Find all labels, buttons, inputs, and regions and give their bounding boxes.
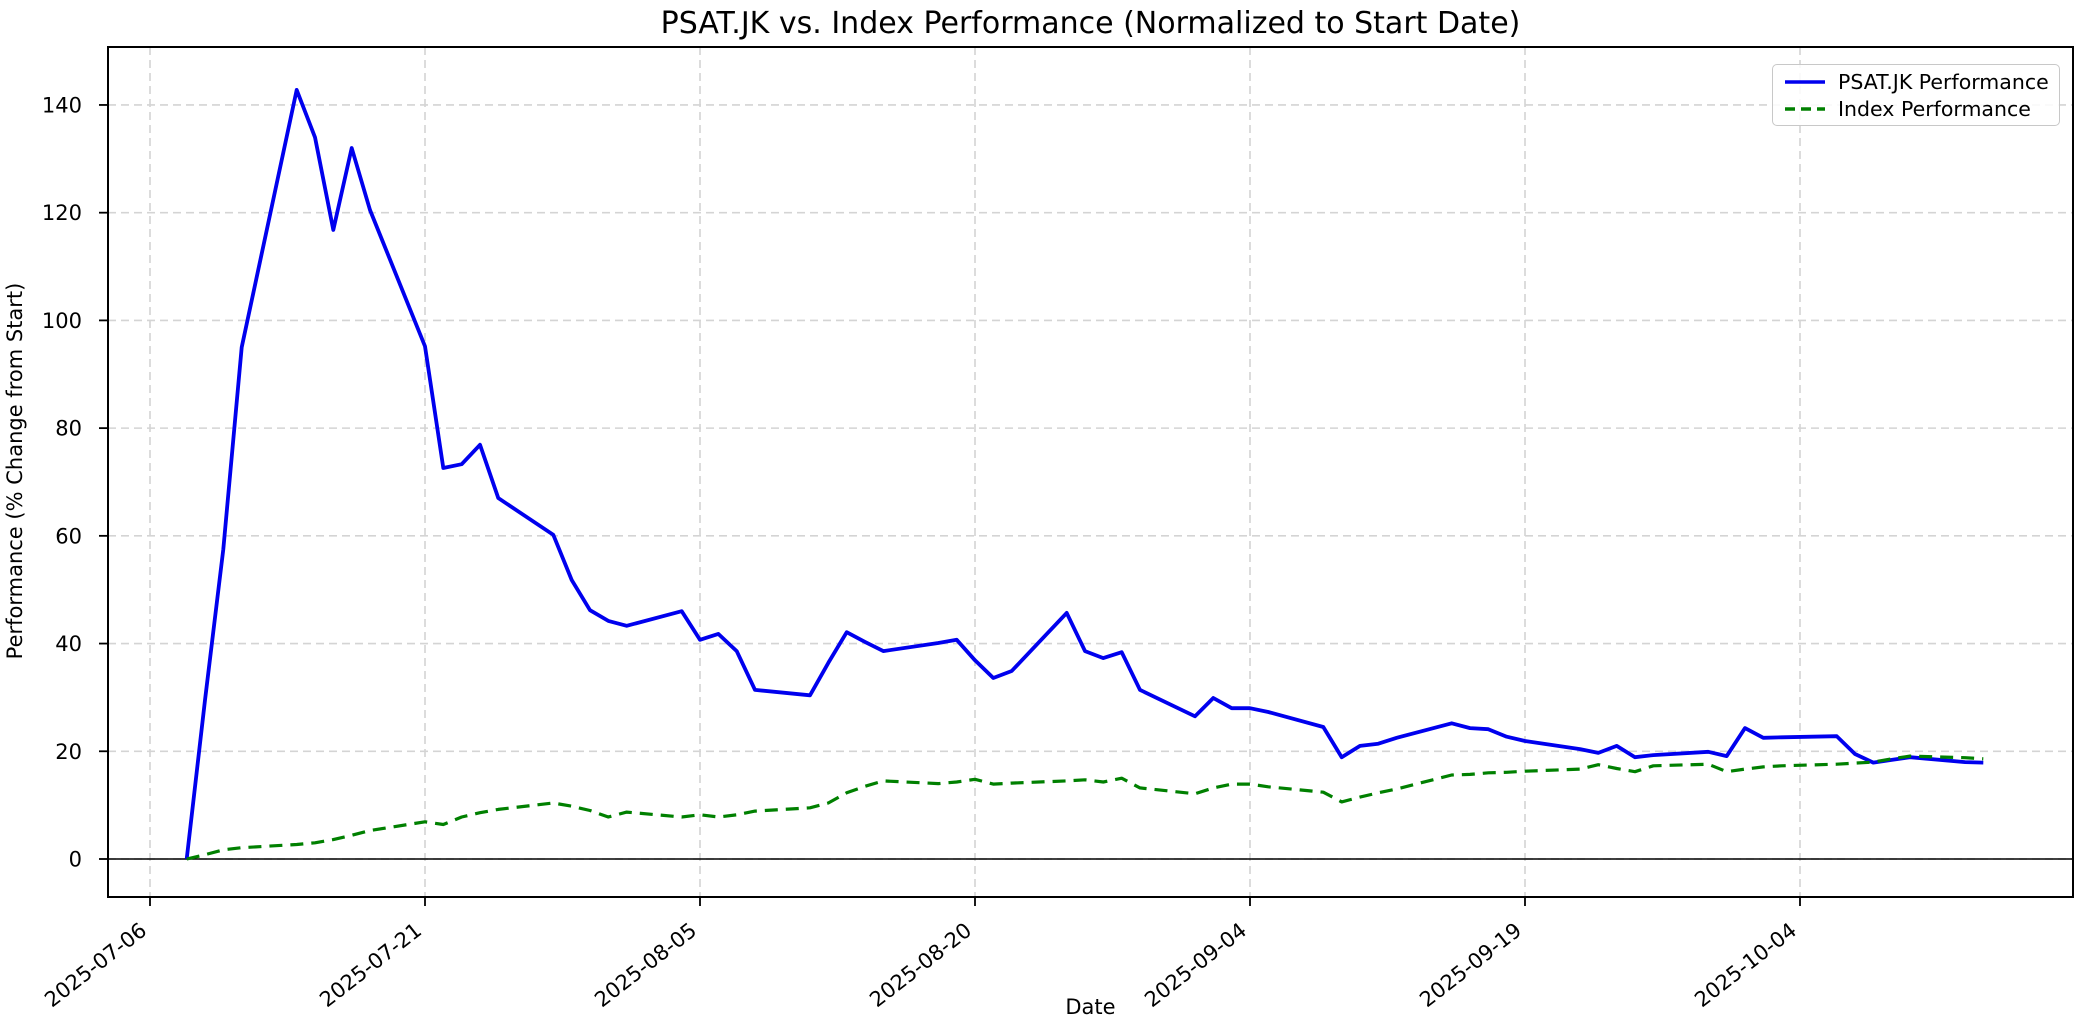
y-tick-label: 120 (42, 201, 82, 225)
solid-line-sample-icon (1785, 79, 1825, 84)
y-tick-label: 20 (55, 740, 82, 764)
legend: PSAT.JK Performance Index Performance (1772, 64, 2060, 126)
y-tick-label: 60 (55, 524, 82, 548)
series-line-psat (184, 88, 1984, 860)
y-tick-label: 100 (42, 309, 82, 333)
legend-item-psat: PSAT.JK Performance (1783, 70, 2049, 94)
y-tick-label: 80 (55, 417, 82, 441)
y-axis-label: Performance (% Change from Start) (3, 282, 27, 660)
plot-border (107, 46, 2074, 898)
chart-title: PSAT.JK vs. Index Performance (Normalize… (660, 6, 1521, 41)
y-tick-label: 0 (69, 848, 82, 872)
series-line-index (186, 754, 1984, 861)
legend-label-psat: PSAT.JK Performance (1838, 69, 2049, 94)
axis-ticks: 2025-07-06 2025-07-21 2025-08-05 2025-08-20… (40, 93, 1801, 1012)
legend-label-index: Index Performance (1838, 96, 2031, 121)
dashed-line-sample-icon (1785, 106, 1825, 111)
y-tick-label: 40 (55, 632, 82, 656)
gridlines (108, 47, 2073, 897)
y-tick-label: 140 (42, 93, 82, 117)
x-axis-label: Date (1065, 995, 1116, 1019)
series-lines (184, 88, 1984, 861)
legend-item-index: Index Performance (1783, 97, 2049, 121)
